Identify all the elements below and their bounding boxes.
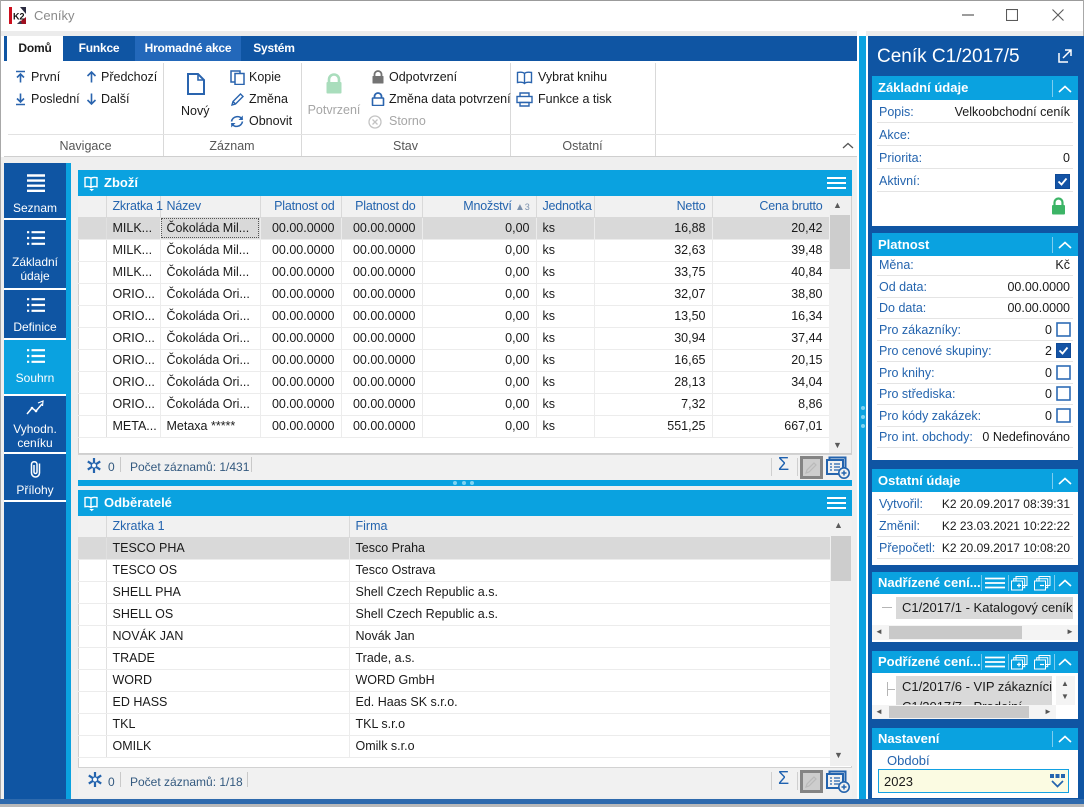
svg-text:K2: K2: [13, 12, 25, 22]
